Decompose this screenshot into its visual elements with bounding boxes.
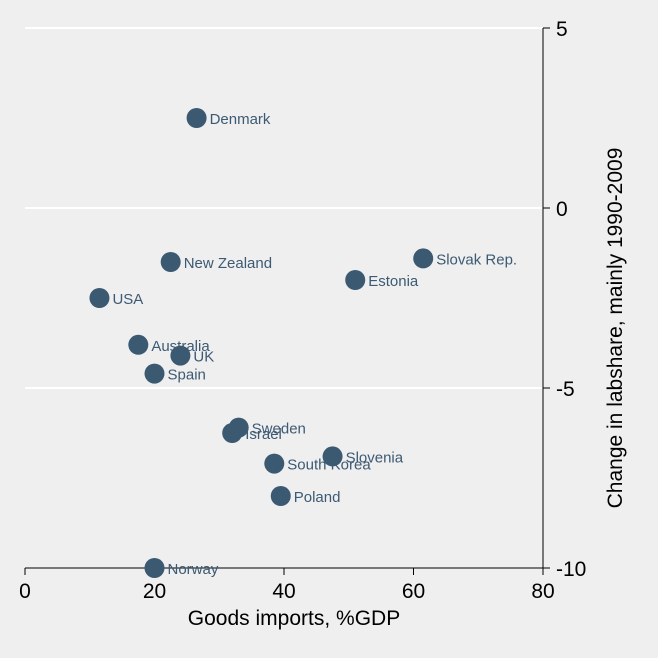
x-tick-label: 20 [143, 580, 166, 603]
y-tick-label: 0 [556, 198, 568, 221]
data-point [222, 423, 243, 443]
gridlines [25, 27, 543, 389]
point-label: Israel [245, 426, 282, 443]
data-point [160, 252, 181, 272]
y-tick-label: 5 [556, 18, 568, 41]
y-tick-label: -10 [556, 558, 586, 581]
point-label: UK [193, 349, 214, 366]
point-label: Sweden [252, 421, 306, 438]
point-labels: Denmark New Zealand Slovak Rep. Estonia USA A… [112, 111, 517, 578]
data-point [89, 288, 110, 308]
point-label: South Korea [287, 457, 371, 474]
point-label: USA [112, 291, 143, 308]
point-label: Australia [151, 338, 210, 355]
data-point [144, 363, 165, 384]
data-point [413, 248, 434, 269]
x-tick-label: 40 [272, 580, 295, 603]
x-tick-label: 60 [402, 580, 425, 603]
point-label: Spain [168, 367, 206, 384]
point-label: New Zealand [184, 255, 272, 272]
x-tick-label: 0 [19, 580, 31, 603]
x-axis-ticks: 0 20 40 60 80 [19, 568, 555, 603]
x-axis-title: Goods imports, %GDP [188, 607, 400, 630]
point-label: Norway [168, 561, 219, 578]
data-points [89, 108, 434, 578]
point-label: Slovak Rep. [436, 251, 517, 268]
point-label: Slovenia [346, 449, 404, 466]
data-point [170, 345, 191, 366]
data-point [186, 108, 207, 128]
point-label: Poland [294, 489, 341, 506]
data-point [322, 446, 343, 467]
y-tick-label: -5 [556, 378, 575, 401]
data-point [264, 453, 285, 474]
data-point [128, 334, 149, 355]
y-axis-title: Change in labshare, mainly 1990-2009 [604, 148, 627, 509]
x-tick-label: 80 [531, 580, 554, 603]
point-label: Denmark [210, 111, 271, 128]
point-label: Estonia [368, 273, 419, 290]
data-point [345, 270, 366, 290]
data-point [270, 486, 291, 506]
data-point [144, 558, 165, 578]
y-axis-ticks: 5 0 -5 -10 [543, 18, 586, 581]
